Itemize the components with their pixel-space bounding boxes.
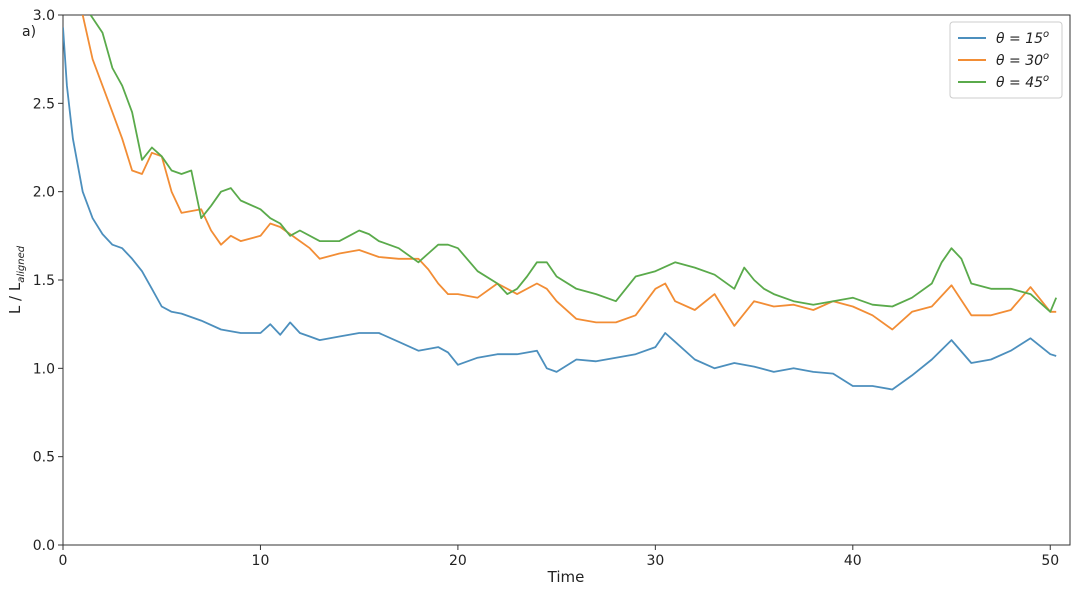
y-tick-label: 2.0 <box>33 185 55 201</box>
y-axis-label-sub: aligned <box>16 245 27 283</box>
legend-label-3: θ = 45o <box>996 73 1049 91</box>
legend: θ = 15o θ = 30o θ = 45o <box>949 21 1063 99</box>
legend-label-1: θ = 15o <box>996 29 1049 47</box>
legend-box <box>949 21 1063 99</box>
y-tick-label: 0.5 <box>33 450 55 466</box>
x-axis-label: Time <box>547 568 585 586</box>
x-tick-label: 30 <box>646 553 664 569</box>
y-axis-label-main: L / L <box>6 282 24 314</box>
panel-label: a) <box>22 24 36 40</box>
series-line-2 <box>81 15 1057 331</box>
x-tick-label: 10 <box>252 553 270 569</box>
y-axis-label: L / Laligned <box>6 245 27 314</box>
x-tick-label: 40 <box>844 553 862 569</box>
x-tick-label: 0 <box>59 553 68 569</box>
x-axis: 0 10 20 30 40 50 <box>59 545 1059 569</box>
x-tick-label: 20 <box>449 553 467 569</box>
series-layer <box>63 15 1058 391</box>
y-tick-label: 3.0 <box>33 8 55 24</box>
y-tick-label: 1.0 <box>33 361 55 377</box>
y-tick-label: 2.5 <box>33 96 55 112</box>
plot-border <box>62 14 1071 546</box>
y-tick-label: 0.0 <box>33 538 55 554</box>
legend-label-2: θ = 30o <box>996 51 1049 69</box>
series-line-1 <box>63 27 1057 391</box>
y-axis: 0.0 0.5 1.0 1.5 2.0 2.5 3.0 <box>33 8 63 554</box>
plot-frame <box>62 14 1071 546</box>
x-tick-label: 50 <box>1041 553 1059 569</box>
y-tick-label: 1.5 <box>33 273 55 289</box>
series-line-3 <box>89 15 1058 313</box>
